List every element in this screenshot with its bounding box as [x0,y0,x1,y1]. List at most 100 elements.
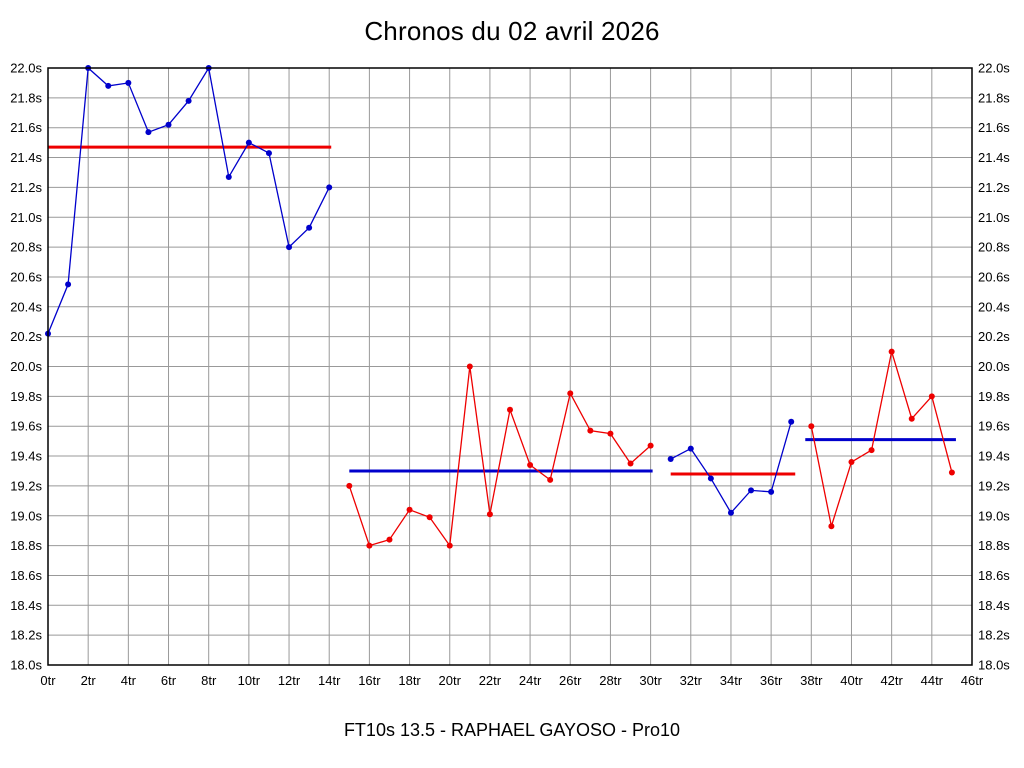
data-point [547,476,554,483]
data-point [908,415,915,422]
data-point [165,121,172,128]
svg-text:18.4s: 18.4s [10,598,42,613]
svg-text:38tr: 38tr [800,673,823,688]
svg-text:21.4s: 21.4s [10,150,42,165]
svg-text:18tr: 18tr [398,673,421,688]
data-point [888,348,895,355]
svg-text:34tr: 34tr [720,673,743,688]
svg-text:20.4s: 20.4s [978,299,1010,314]
svg-text:18.6s: 18.6s [978,568,1010,583]
data-point [386,536,393,543]
svg-text:21.6s: 21.6s [10,120,42,135]
data-point [647,442,654,449]
svg-text:18.0s: 18.0s [10,658,42,673]
svg-text:20.0s: 20.0s [978,359,1010,374]
data-point [768,488,775,495]
svg-text:19.2s: 19.2s [978,478,1010,493]
svg-text:18.0s: 18.0s [978,658,1010,673]
svg-text:21.2s: 21.2s [978,180,1010,195]
data-point [527,462,534,469]
svg-text:42tr: 42tr [880,673,903,688]
svg-text:18.8s: 18.8s [10,538,42,553]
svg-text:20.6s: 20.6s [978,269,1010,284]
data-point [366,542,373,549]
data-point [567,390,574,397]
series-line [348,366,652,548]
data-point [667,456,674,463]
svg-text:20.4s: 20.4s [10,299,42,314]
plot-border [47,67,973,666]
svg-text:40tr: 40tr [840,673,863,688]
svg-text:20.2s: 20.2s [978,329,1010,344]
data-point [265,150,272,157]
data-point [948,469,955,476]
svg-text:18.4s: 18.4s [978,598,1010,613]
data-point [125,79,132,86]
chart-title: Chronos du 02 avril 2026 [364,16,660,46]
data-point [306,224,313,231]
svg-text:19.8s: 19.8s [978,389,1010,404]
svg-text:21.8s: 21.8s [10,90,42,105]
svg-text:6tr: 6tr [161,673,177,688]
svg-text:30tr: 30tr [639,673,662,688]
svg-text:21.8s: 21.8s [978,90,1010,105]
svg-text:21.0s: 21.0s [978,210,1010,225]
svg-text:19.0s: 19.0s [10,508,42,523]
series-serie-3 [667,418,795,516]
data-point [346,482,353,489]
data-point [486,511,493,518]
svg-text:4tr: 4tr [121,673,137,688]
svg-text:22.0s: 22.0s [10,61,42,76]
series-serie-2 [346,363,654,549]
svg-text:10tr: 10tr [238,673,261,688]
svg-text:19.2s: 19.2s [10,478,42,493]
svg-text:12tr: 12tr [278,673,301,688]
series-serie-4 [808,348,955,530]
svg-text:20.0s: 20.0s [10,359,42,374]
svg-text:19.6s: 19.6s [10,419,42,434]
data-point [687,445,694,452]
data-point [65,281,72,288]
data-point [286,244,293,251]
data-point [185,97,192,104]
svg-text:20.2s: 20.2s [10,329,42,344]
data-point [928,393,935,400]
data-point [727,509,734,516]
data-point [848,459,855,466]
svg-text:14tr: 14tr [318,673,341,688]
data-point [225,173,232,180]
svg-text:24tr: 24tr [519,673,542,688]
y-axis-labels-right: 22.0s 21.8s 21.6s 21.4s 21.2s 21.0s 20.8s 20.6s… [978,61,1010,673]
svg-text:21.6s: 21.6s [978,120,1010,135]
data-point [105,82,112,89]
svg-text:21.4s: 21.4s [978,150,1010,165]
series-line [810,351,953,527]
data-point [707,475,714,482]
data-point [748,487,755,494]
svg-text:32tr: 32tr [680,673,703,688]
svg-text:20.8s: 20.8s [978,240,1010,255]
data-point [446,542,453,549]
svg-text:20.6s: 20.6s [10,269,42,284]
svg-text:20tr: 20tr [439,673,462,688]
data-point [808,423,815,430]
svg-text:21.2s: 21.2s [10,180,42,195]
data-point [828,523,835,530]
svg-text:19.4s: 19.4s [10,449,42,464]
series-serie-1 [45,65,333,337]
svg-text:22.0s: 22.0s [978,61,1010,76]
data-point [406,506,413,513]
x-axis-labels: 0tr 2tr 4tr 6tr 8tr 10tr 12tr 14tr 16tr 18tr 20tr 2… [40,673,983,688]
svg-text:18.6s: 18.6s [10,568,42,583]
svg-text:16tr: 16tr [358,673,381,688]
svg-text:21.0s: 21.0s [10,210,42,225]
series-line [47,66,330,334]
svg-text:20.8s: 20.8s [10,240,42,255]
svg-text:36tr: 36tr [760,673,783,688]
data-point [145,129,152,136]
data-point [326,184,333,191]
svg-text:46tr: 46tr [961,673,984,688]
data-point [788,418,795,425]
